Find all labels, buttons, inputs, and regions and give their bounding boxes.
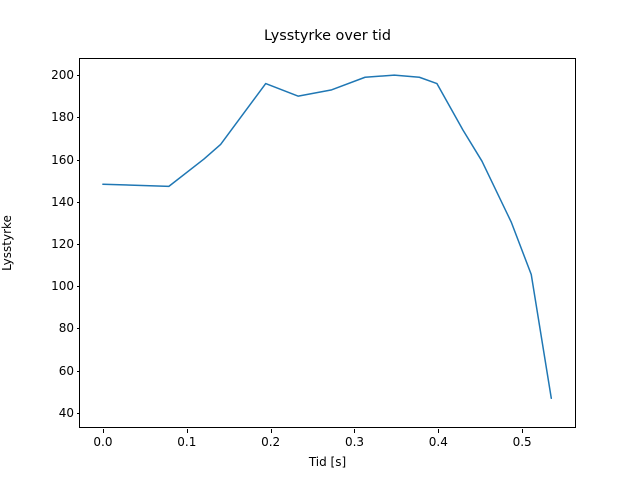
y-tick-label: 60 [58,363,74,378]
x-tick: 0.5 [513,429,532,449]
x-tick-label: 0.5 [512,435,532,449]
x-tick-label: 0.0 [93,435,113,449]
y-tick-mark [76,370,80,372]
line-chart-svg [80,59,575,427]
y-tick-mark [76,159,80,161]
y-tick: 140 [51,195,81,209]
y-tick: 80 [59,321,81,335]
y-tick-mark [76,117,80,119]
x-tick-mark [270,429,272,433]
y-tick: 100 [51,279,81,293]
plot-axes: 40 60 80 100 120 140 160 180 200 0.0 0.1 0.2 0.3 0.4… [51,58,576,449]
x-tick: 0.3 [345,429,364,449]
y-tick-mark [76,201,80,203]
y-tick-label: 200 [51,68,74,83]
y-tick-mark [76,286,80,288]
y-tick: 200 [51,68,81,82]
x-tick-label: 0.2 [261,435,281,449]
y-tick-mark [76,412,80,414]
y-tick-mark [76,75,80,77]
x-tick-mark [522,429,524,433]
x-tick-label: 0.3 [344,435,365,449]
data-series-line [103,75,551,398]
x-tick: 0.0 [93,429,113,449]
y-tick: 180 [51,110,81,124]
x-tick: 0.1 [177,429,196,449]
chart-title: Lysstyrke over tid [264,28,391,44]
y-tick: 40 [59,406,81,420]
y-tick-label: 120 [51,237,74,251]
y-tick-label: 140 [51,194,74,209]
y-tick-mark [76,328,80,330]
x-tick-label: 0.4 [428,435,448,449]
y-tick-label: 100 [51,279,74,294]
y-axis-label: Lysstyrke [0,215,14,271]
y-tick-label: 160 [51,152,74,167]
y-tick-label: 40 [58,405,74,420]
y-tick-label: 80 [58,321,74,336]
y-tick-mark [76,244,80,245]
x-tick: 0.2 [261,429,280,449]
y-tick: 120 [51,237,81,251]
x-axis-label: Tid [s] [308,455,347,469]
x-tick-mark [186,429,188,433]
y-tick: 160 [51,153,81,167]
y-tick-label: 180 [51,110,74,125]
y-tick: 60 [59,364,81,378]
x-tick: 0.4 [429,429,448,449]
x-tick-mark [438,429,440,433]
x-tick-mark [102,429,104,433]
x-tick-label: 0.1 [177,435,197,449]
x-tick-mark [354,429,356,433]
